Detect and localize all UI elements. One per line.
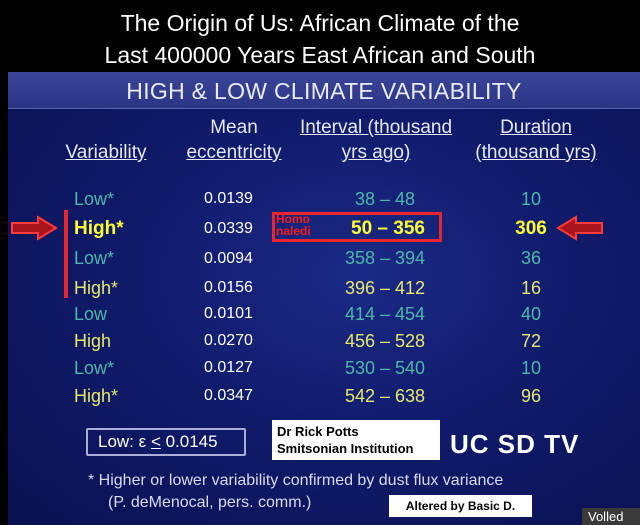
row-variability: High* xyxy=(74,278,119,298)
row-interval: 38 – 48 xyxy=(354,189,416,209)
homo-naledi-label: Homo naledi xyxy=(276,213,311,237)
eps-prefix: Low: ε xyxy=(98,432,151,451)
header-interval-line1: Interval (thousand xyxy=(299,117,453,138)
row-duration: 10 xyxy=(520,358,542,378)
epsilon-threshold-text: Low: ε < 0.0145 xyxy=(98,432,218,452)
eps-value: 0.0145 xyxy=(160,432,218,451)
row-duration: 72 xyxy=(520,331,542,351)
left-arrow-icon xyxy=(556,215,603,241)
row-variability: High* xyxy=(74,218,124,239)
row-interval: 358 – 394 xyxy=(344,248,426,268)
row-eccentricity: 0.0270 xyxy=(204,332,253,349)
row-duration: 36 xyxy=(520,248,542,268)
banner-title: HIGH & LOW CLIMATE VARIABILITY xyxy=(126,78,522,104)
row-eccentricity: 0.0156 xyxy=(204,279,253,296)
credit-line1: Dr Rick Potts xyxy=(277,424,359,439)
row-eccentricity: 0.0347 xyxy=(204,387,253,404)
row-interval: 396 – 412 xyxy=(344,278,426,298)
row-eccentricity: 0.0101 xyxy=(204,305,253,322)
row-eccentricity: 0.0094 xyxy=(204,250,253,267)
row-eccentricity: 0.0139 xyxy=(204,190,253,207)
row-variability: Low* xyxy=(74,189,115,209)
row-duration: 96 xyxy=(520,386,542,406)
row-eccentricity: 0.0339 xyxy=(204,220,253,237)
header-variability: Variability xyxy=(60,140,152,165)
credit-line2: Smitsonian Institution xyxy=(277,441,414,456)
row-eccentricity: 0.0127 xyxy=(204,359,253,376)
credit-box: Dr Rick Potts Smitsonian Institution xyxy=(272,420,440,460)
footnote-line2: (P. deMenocal, pers. comm.) xyxy=(108,494,312,511)
header-duration-line2: (thousand yrs) xyxy=(475,142,597,163)
high-variability-bracket xyxy=(64,210,68,298)
row-variability: High xyxy=(74,331,112,351)
header-mean-line1: Mean xyxy=(210,117,258,138)
corner-overlay-text: Volled xyxy=(582,508,640,525)
epsilon-threshold-box xyxy=(86,428,246,456)
right-arrow-icon xyxy=(11,215,58,241)
row-interval: 456 – 528 xyxy=(344,331,426,351)
homo-naledi-line2: naledi xyxy=(276,224,311,238)
eps-leq-symbol: < xyxy=(150,432,161,451)
row-interval: 50 – 356 xyxy=(351,218,425,239)
row-variability: High* xyxy=(74,386,119,406)
row-variability: Low* xyxy=(74,358,115,378)
footnote-line1: * Higher or lower variability confirmed … xyxy=(88,472,504,489)
row-variability: Low xyxy=(74,304,108,324)
row-duration: 306 xyxy=(515,218,547,239)
row-duration: 40 xyxy=(520,304,542,324)
header-interval: Interval (thousand yrs ago) xyxy=(290,115,462,165)
header-variability-label: Variability xyxy=(65,142,147,163)
row-duration: 10 xyxy=(520,189,542,209)
header-mean: Mean eccentricity xyxy=(180,115,288,165)
title-area: The Origin of Us: African Climate of the… xyxy=(0,0,640,72)
banner: HIGH & LOW CLIMATE VARIABILITY xyxy=(8,72,640,109)
title-line-1: The Origin of Us: African Climate of the xyxy=(120,10,520,36)
row-interval: 414 – 454 xyxy=(344,304,426,324)
row-variability: Low* xyxy=(74,248,115,268)
altered-by-label: Altered by Basic D. xyxy=(389,495,532,517)
header-mean-line2: eccentricity xyxy=(186,142,282,163)
row-interval: 530 – 540 xyxy=(344,358,426,378)
header-duration-line1: Duration xyxy=(500,117,572,138)
footnote: * Higher or lower variability confirmed … xyxy=(88,470,503,514)
header-interval-line2: yrs ago) xyxy=(341,142,411,163)
header-duration: Duration (thousand yrs) xyxy=(466,115,606,165)
channel-logo: UC SD TV xyxy=(450,429,580,459)
title-line-2: Last 400000 Years East African and South xyxy=(104,42,536,68)
homo-naledi-line1: Homo xyxy=(276,212,310,226)
homo-naledi-box xyxy=(272,212,442,242)
row-duration: 16 xyxy=(520,278,542,298)
row-interval: 542 – 638 xyxy=(344,386,426,406)
